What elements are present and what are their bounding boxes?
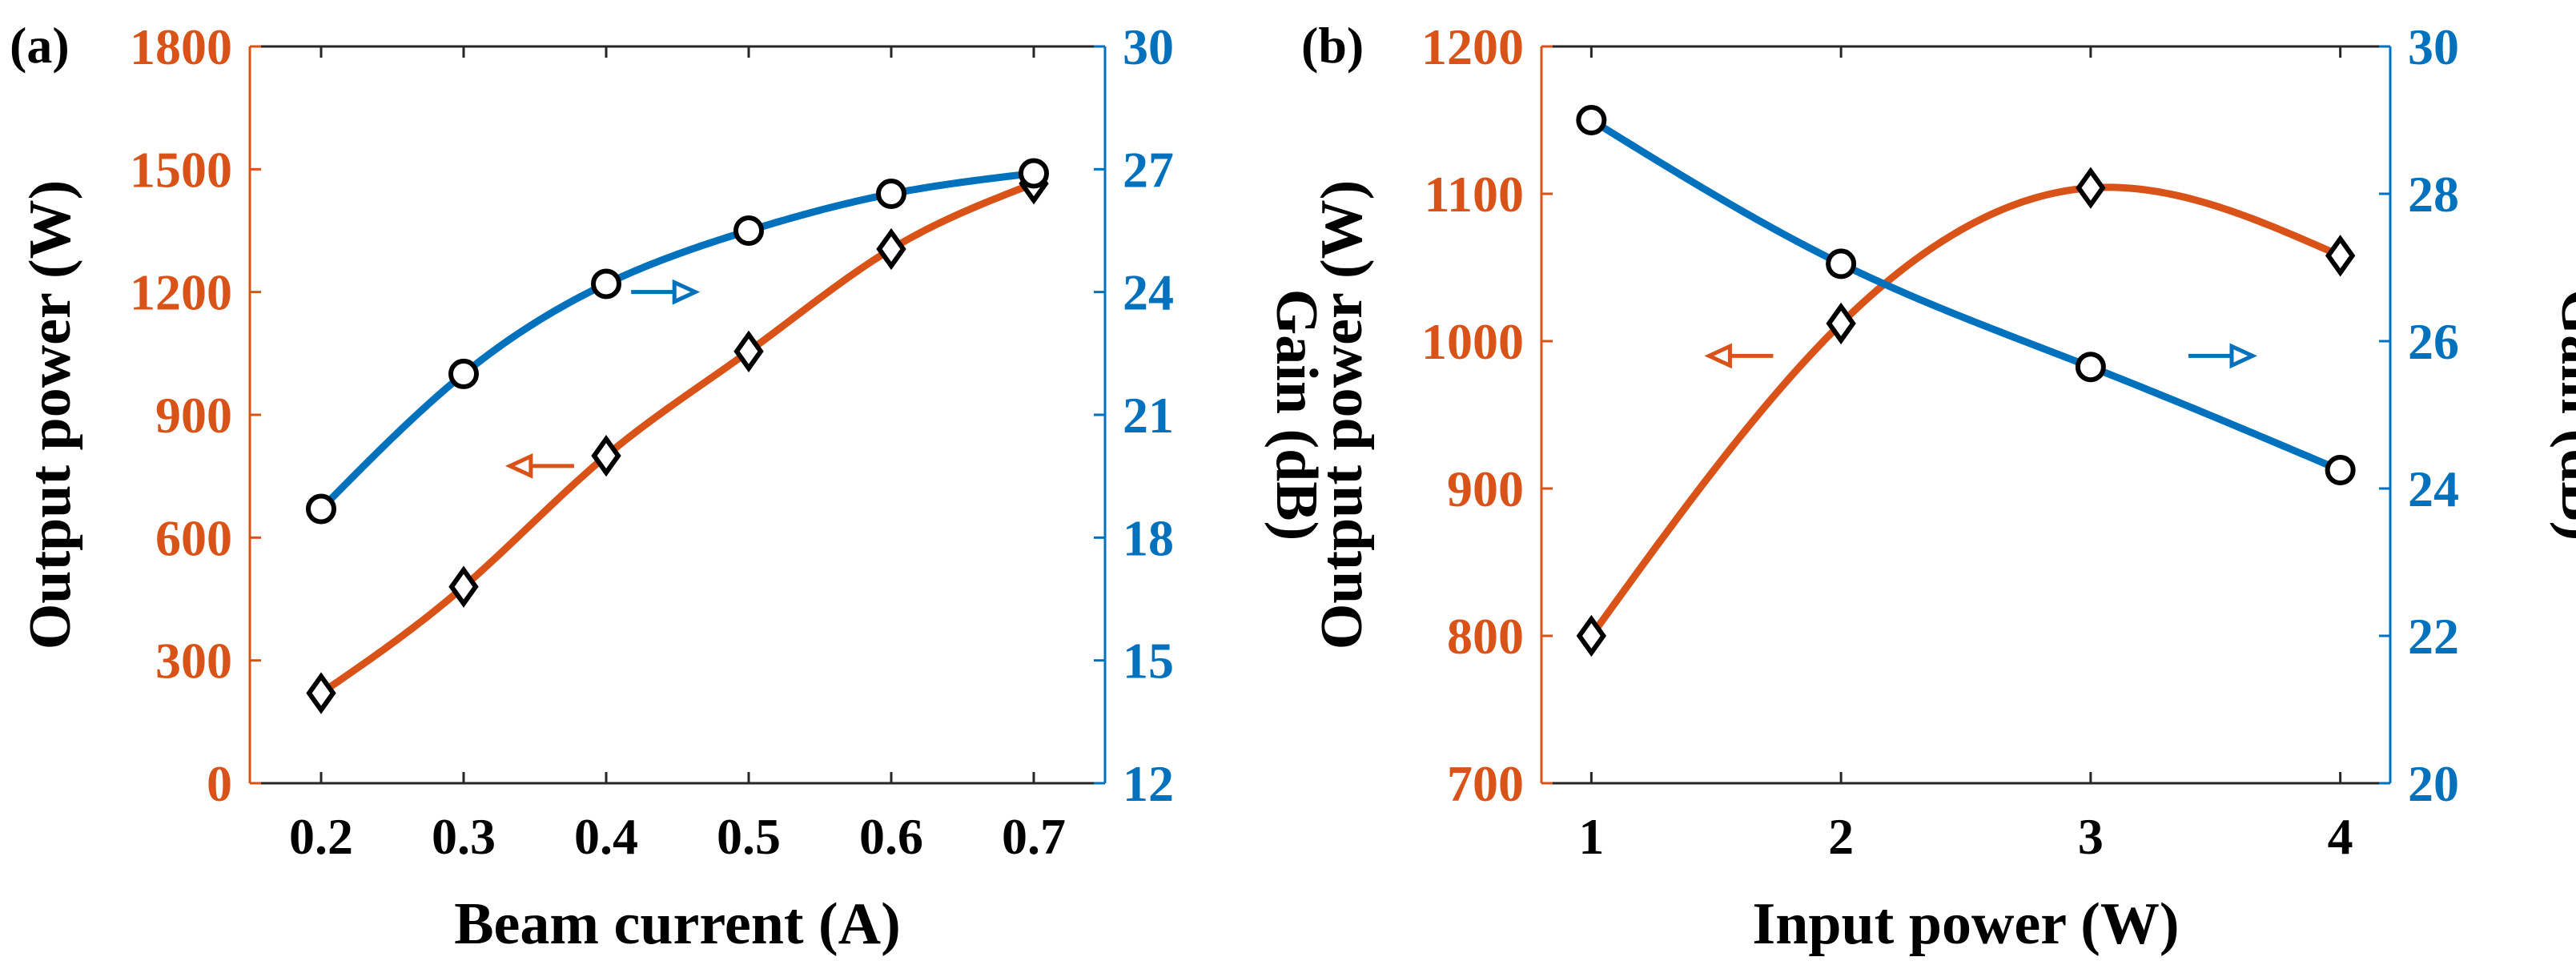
gain-point-marker <box>2075 352 2106 383</box>
output-power-curve <box>1587 183 2345 640</box>
right-y-axis-title: Gain (dB) <box>1264 289 1329 541</box>
left-y-tick-label: 1200 <box>1421 18 1524 75</box>
right-y-tick-label: 12 <box>1123 755 1174 812</box>
left-y-tick-label: 1100 <box>1425 166 1524 223</box>
left-y-tick-label: 0 <box>207 755 232 812</box>
right-y-tick-label: 24 <box>2408 460 2459 517</box>
x-tick-label: 0.6 <box>859 808 923 865</box>
output-power-point-marker <box>876 227 906 271</box>
power-axis-arrow-icon <box>1704 343 1774 369</box>
panel-label: (a) <box>10 17 70 74</box>
gain-axis-arrow-icon <box>2188 343 2257 369</box>
x-axis-title: Input power (W) <box>1752 891 2179 957</box>
x-tick-label: 2 <box>1828 808 1854 865</box>
left-y-tick-label: 700 <box>1447 755 1524 812</box>
gain-point-marker <box>1576 105 1607 135</box>
right-y-tick-label: 27 <box>1123 141 1174 198</box>
gain-point-marker <box>2325 455 2356 485</box>
output-power-point-marker <box>448 565 479 608</box>
x-axis-title: Beam current (A) <box>454 891 901 957</box>
output-power-point-marker <box>1576 614 1607 657</box>
x-tick-label: 0.4 <box>574 808 638 865</box>
right-y-tick-label: 26 <box>2408 313 2459 370</box>
output-power-point-marker <box>2076 167 2106 209</box>
output-power-point-marker <box>1826 302 1856 345</box>
gain-point-marker <box>733 215 764 246</box>
x-tick-label: 0.7 <box>1002 808 1066 865</box>
left-y-tick-label: 1200 <box>130 264 232 321</box>
x-tick-label: 1 <box>1578 808 1604 865</box>
left-y-tick-label: 300 <box>155 633 232 690</box>
right-y-tick-label: 22 <box>2408 608 2459 665</box>
output-power-curve <box>317 179 1038 698</box>
gain-point-marker <box>1826 248 1857 279</box>
x-tick-label: 4 <box>2328 808 2353 865</box>
right-y-tick-label: 20 <box>2408 755 2459 812</box>
left-y-tick-label: 800 <box>1447 608 1524 665</box>
left-y-tick-label: 1000 <box>1421 313 1524 370</box>
right-y-tick-label: 15 <box>1123 633 1174 690</box>
left-y-tick-label: 1800 <box>130 18 232 75</box>
right-y-tick-label: 21 <box>1123 387 1174 444</box>
gain-point-marker <box>1019 158 1049 189</box>
right-y-tick-label: 30 <box>1123 18 1174 75</box>
gain-curve <box>317 169 1038 513</box>
left-y-tick-label: 1500 <box>130 141 232 198</box>
output-power-point-marker <box>591 434 621 477</box>
x-tick-label: 0.2 <box>289 808 353 865</box>
output-power-point-marker <box>2325 235 2356 277</box>
left-y-tick-label: 600 <box>155 509 232 566</box>
left-y-tick-label: 900 <box>155 387 232 444</box>
panel-b: 1 2 3 4 700 800 900 1000 1100 1200 20 22 24 26 28 30 Inp… <box>1301 17 2576 957</box>
x-tick-label: 3 <box>2078 808 2104 865</box>
output-power-point-marker <box>306 672 336 714</box>
right-y-tick-label: 30 <box>2408 18 2459 75</box>
left-y-axis-title: Output power (W) <box>1309 180 1375 650</box>
x-tick-label: 0.3 <box>432 808 496 865</box>
right-y-axis-title: Gain (dB) <box>2549 289 2576 541</box>
gain-point-marker <box>876 179 906 209</box>
gain-point-marker <box>448 358 479 389</box>
panel-label: (b) <box>1301 17 1364 74</box>
gain-curve <box>1587 116 2345 474</box>
x-tick-label: 0.5 <box>717 808 781 865</box>
gain-point-marker <box>306 493 336 525</box>
gain-point-marker <box>591 268 621 300</box>
right-y-tick-label: 18 <box>1123 509 1174 566</box>
panel-a: 0.2 0.3 0.4 0.5 0.6 0.7 0 300 600 900 1200 1500 1800… <box>10 17 1329 957</box>
left-y-axis-title: Output power (W) <box>18 180 83 650</box>
gain-axis-arrow-icon <box>631 279 701 305</box>
right-y-tick-label: 28 <box>2408 166 2459 223</box>
power-axis-arrow-icon <box>504 452 574 479</box>
left-y-tick-label: 900 <box>1447 460 1524 517</box>
right-y-tick-label: 24 <box>1123 264 1174 321</box>
output-power-point-marker <box>733 330 764 372</box>
